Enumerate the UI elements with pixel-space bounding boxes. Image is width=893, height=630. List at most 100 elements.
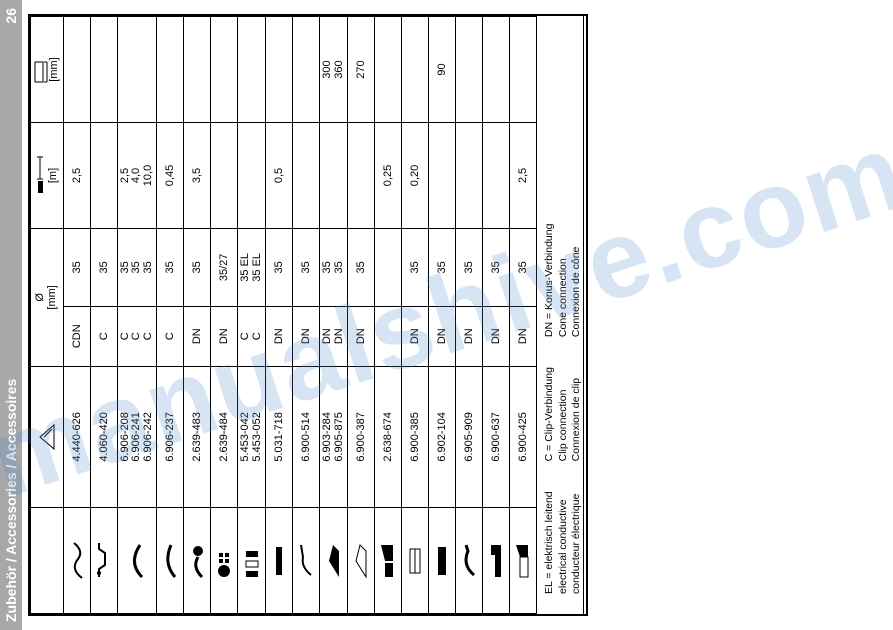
table-row: 4.060-420C35 [90,17,117,614]
product-icon [238,508,266,614]
product-icon [211,508,238,614]
width-cell [90,17,117,123]
width-cell [293,17,320,123]
table-row: 2.638-674 0,25 [375,17,402,614]
part-number-cell: 6.906-2086.906-2416.906-242 [117,366,157,507]
part-number-cell: 6.900-385 [402,366,429,507]
legend-line: Connexion de cône [570,224,583,338]
length-cell [483,123,510,229]
hdr-length-icon: [m] [31,123,64,229]
part-number-cell: 6.906-237 [157,366,184,507]
connection-cell: CCC [117,306,157,366]
connection-cell: DN [348,306,375,366]
table-row: 5.031-718DN350,5 [266,17,293,614]
table-row: 6.900-425DN352,5 [510,17,537,614]
legend-line: EL = elektrisch leitend [543,491,556,594]
connection-cell: CDN [63,306,90,366]
table-row: 2.639-484DN35/27 [211,17,238,614]
legend-line: Clip connection [557,367,570,461]
product-icon [429,508,456,614]
product-icon [63,508,90,614]
diameter-cell: 353535 [117,228,157,306]
diameter-cell: 35 [184,228,211,306]
table-row: 6.900-637DN35 [483,17,510,614]
page-number: 26 [3,8,19,24]
connection-cell: DN [293,306,320,366]
width-cell: 90 [429,17,456,123]
part-number: 2.639-484 [218,412,230,462]
diameter-value: 35 [334,233,346,302]
connection-cell: DN [456,306,483,366]
width-cell: 300360 [320,17,348,123]
diameter-value: 35 [131,233,143,302]
diameter-value: 35 [71,261,83,273]
part-number: 6.902-104 [436,412,448,462]
table-row: 6.905-909 DN 35 [456,17,483,614]
connection-cell: C [90,306,117,366]
connection-type: DN [463,328,475,344]
connection-type: CDN [71,324,83,348]
product-icon [375,508,402,614]
table-row: 6.900-514 DN 35 [293,17,320,614]
length-value: 2,5 [517,168,529,183]
part-number: 5.031-718 [273,412,285,462]
part-number-cell: 6.900-387 [348,366,375,507]
part-number: 6.900-387 [355,412,367,462]
product-icon [510,508,537,614]
length-unit: [m] [48,127,60,224]
part-number: 6.905-875 [334,371,346,503]
length-cell: 0,45 [157,123,184,229]
width-cell [238,17,266,123]
length-cell [320,123,348,229]
diameter-cell: 35 [429,228,456,306]
width-cell [117,17,157,123]
part-number-cell: 2.639-483 [184,366,211,507]
connection-cell [375,306,402,366]
part-number-cell: 2.639-484 [211,366,238,507]
diameter-cell: 35 [157,228,184,306]
connection-type: C [164,332,176,340]
part-number-cell: 6.905-909 [456,366,483,507]
length-value: 2,5 [71,168,83,183]
table-header-row: Ø [mm] [m] [mm] [31,17,64,614]
diameter-value: 35 [300,261,312,273]
width-cell [510,17,537,123]
length-cell [238,123,266,229]
part-number: 6.906-242 [143,371,155,503]
hdr-width-icon: [mm] [31,17,64,123]
connection-cell: DN [510,306,537,366]
table-row: 5.453-0425.453-052CC35 EL35 EL [238,17,266,614]
length-value: 10,0 [143,127,155,224]
diameter-value: 35 [191,261,203,273]
connection-type: DN [490,328,502,344]
product-icon [266,508,293,614]
diameter-cell: 35 [63,228,90,306]
diameter-value: 35 [436,261,448,273]
part-number: 6.900-514 [300,412,312,462]
part-number: 6.905-909 [463,412,475,462]
diameter-cell: 35 [90,228,117,306]
part-number-cell: 6.900-425 [510,366,537,507]
connection-type: DN [517,328,529,344]
connection-type: C [143,311,155,362]
length-cell: 2,54,010,0 [117,123,157,229]
table-frame: Ø [mm] [m] [mm] [28,14,588,616]
length-value: 0,25 [382,165,394,186]
rotated-page: Zubehör / Accessories / Accessoires 26 Ø… [0,0,893,630]
diameter-value: 35 [409,261,421,273]
diameter-cell: 35 [348,228,375,306]
part-number-cell: 5.031-718 [266,366,293,507]
length-cell: 0,25 [375,123,402,229]
table-row: 2.639-483DN353,5 [184,17,211,614]
diameter-cell: 35 [456,228,483,306]
width-cell [483,17,510,123]
diameter-value: 35 [490,261,502,273]
diameter-value: 35 [273,261,285,273]
diameter-cell: 3535 [320,228,348,306]
bottom-empty-row [583,16,618,614]
diameter-cell: 35 [402,228,429,306]
part-number-cell: 2.638-674 [375,366,402,507]
part-number-cell: 4.440-626 [63,366,90,507]
diameter-value: 35 [98,261,110,273]
diameter-value: 35 EL [252,233,264,302]
